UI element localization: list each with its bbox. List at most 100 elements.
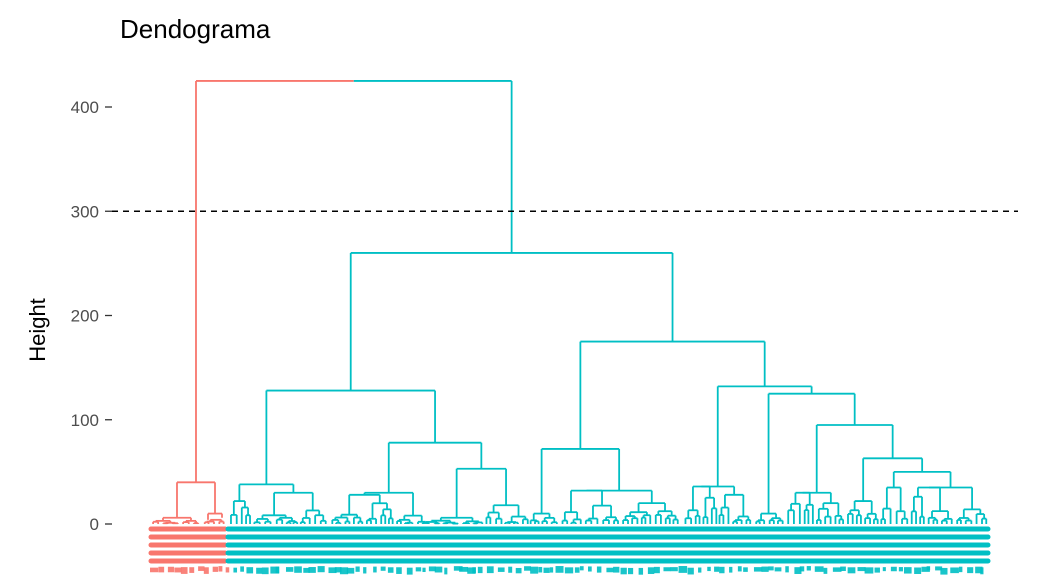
leaf-label-fragment: [203, 567, 209, 574]
leaf-label-fragment: [663, 567, 671, 572]
leaf-label-fragment: [753, 567, 763, 572]
leaf-label-fragment: [768, 566, 774, 571]
leaf-label-fragment: [678, 566, 688, 573]
leaf-label-fragment: [508, 566, 513, 573]
leaf-label-fragment: [613, 566, 620, 573]
leaf-label-fragment: [530, 566, 539, 574]
leaf-label-fragment: [543, 567, 550, 573]
leaf-label-fragment: [967, 567, 974, 574]
leaf-label-fragment: [975, 566, 983, 574]
leaf-label-fragment: [486, 566, 494, 574]
chart-title: Dendograma: [120, 14, 271, 44]
leaf-label-fragment: [158, 566, 165, 573]
leaf-label-fragment: [459, 566, 469, 572]
leaf-label-fragment: [270, 566, 280, 574]
leaf-label-fragment: [180, 567, 188, 574]
leaf-label-fragment: [174, 567, 182, 573]
leaf-label-fragment: [275, 566, 280, 574]
leaf-label-fragment: [428, 566, 436, 572]
leaf-label-fragment: [587, 566, 592, 572]
leaf-label-fragment: [549, 567, 554, 573]
leaf-label-fragment: [472, 567, 476, 574]
leaf-label-fragment: [935, 566, 943, 571]
leaf-label-fragment: [653, 566, 660, 574]
leaf-label-fragment: [806, 566, 811, 571]
leaf-label-fragment: [233, 567, 238, 573]
leaf-label-fragment: [823, 567, 828, 574]
leaf-label-fragment: [396, 567, 402, 574]
leaf-label-fragment: [303, 567, 310, 573]
leaf-label-fragment: [189, 567, 195, 573]
leaf-label-fragment: [814, 566, 824, 572]
leaf-label-fragment: [914, 567, 922, 574]
leaf-label-fragment: [627, 567, 634, 575]
leaf-label-fragment: [363, 567, 367, 574]
y-axis-label: Height: [25, 298, 50, 362]
leaf-label-fragment: [958, 566, 963, 573]
leaf-label-fragment: [794, 567, 802, 574]
leaf-label-fragment: [225, 567, 230, 573]
leaf-label-fragment: [950, 567, 959, 574]
leaf-label-fragment: [515, 567, 522, 574]
leaf-label-fragment: [373, 566, 377, 573]
y-tick-label: 400: [71, 98, 99, 117]
leaf-label-fragment: [638, 567, 644, 575]
leaf-label-fragment: [647, 567, 655, 574]
leaf-label-fragment: [285, 567, 294, 572]
leaf-label-fragment: [882, 567, 886, 572]
leaf-label-fragment: [606, 567, 614, 573]
y-tick-label: 100: [71, 411, 99, 430]
leaf-label-fragment: [477, 566, 483, 574]
dendrogram-tree: [152, 80, 988, 525]
leaf-label-fragment: [355, 566, 360, 572]
leaf-label-fragment: [743, 567, 748, 572]
leaf-label-fragment: [840, 566, 846, 571]
leaf-label-fragment: [422, 567, 426, 573]
leaf-label-fragment: [240, 566, 244, 572]
leaf-label-fragment: [926, 566, 931, 571]
y-tick-label: 0: [90, 515, 99, 534]
leaf-label-fragment: [774, 567, 782, 572]
leaf-label-fragment: [737, 566, 742, 572]
leaf-label-fragment: [620, 567, 627, 575]
leaf-label-fragment: [670, 567, 678, 572]
leaf-label-fragment: [246, 567, 254, 574]
leaf-label-fragment: [714, 566, 720, 572]
leaf-label-fragment: [903, 567, 912, 574]
leaf-label-fragment: [387, 567, 394, 573]
leaf-label-fragment: [346, 567, 355, 574]
y-tick-label: 200: [71, 307, 99, 326]
leaf-label-fragment: [406, 567, 413, 575]
leaf-label-fragment: [940, 567, 948, 575]
leaf-label-fragment: [719, 566, 725, 574]
y-axis: 0 100 200 300 400: [71, 98, 112, 534]
leaf-label-fragment: [167, 566, 174, 573]
leaf-label-fragment: [453, 566, 463, 571]
leaf-label-fragment: [256, 567, 263, 574]
leaf-label-fragment: [555, 566, 564, 573]
leaf-label-fragment: [864, 567, 874, 574]
leaf-label-fragment: [467, 567, 476, 574]
leaf-label-fragment: [799, 566, 805, 572]
leaf-label-fragment: [832, 567, 842, 572]
leaf-label-fragment: [538, 566, 543, 573]
leaf-label-fragment: [261, 567, 269, 575]
leaf-label-fragment: [874, 567, 880, 573]
leaf-label-fragment: [596, 566, 602, 573]
leaf-label-fragment: [308, 567, 316, 573]
leaf-label-fragment: [898, 567, 903, 572]
y-tick-label: 300: [71, 202, 99, 221]
leaf-label-fragment: [434, 566, 443, 573]
leaf-label-fragment: [761, 566, 769, 572]
leaf-label-fragment: [857, 567, 866, 572]
leaf-label-fragment: [380, 566, 386, 571]
leaf-label-fragment: [785, 566, 789, 573]
leaf-label-fragment: [890, 566, 897, 572]
leaf-label-fragment: [415, 567, 422, 572]
leaf-labels: [148, 526, 991, 575]
leaf-label-fragment: [921, 566, 930, 572]
leaf-label-fragment: [328, 567, 337, 574]
leaf-label-fragment: [334, 567, 342, 573]
leaf-label-fragment: [579, 566, 584, 571]
